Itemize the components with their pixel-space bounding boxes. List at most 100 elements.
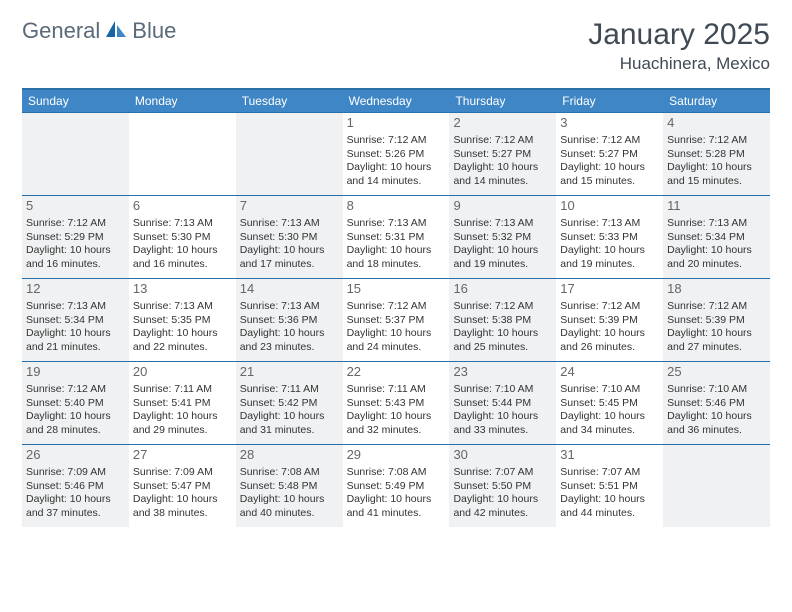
day-number: 18 bbox=[667, 281, 766, 298]
daylight-line: Daylight: 10 hours and 17 minutes. bbox=[240, 244, 339, 271]
day-cell: 6Sunrise: 7:13 AMSunset: 5:30 PMDaylight… bbox=[129, 196, 236, 278]
day-number: 19 bbox=[26, 364, 125, 381]
day-cell: 14Sunrise: 7:13 AMSunset: 5:36 PMDayligh… bbox=[236, 279, 343, 361]
sunset-line: Sunset: 5:51 PM bbox=[560, 480, 659, 494]
sunrise-line: Sunrise: 7:07 AM bbox=[453, 466, 552, 480]
sunrise-line: Sunrise: 7:08 AM bbox=[240, 466, 339, 480]
sunset-line: Sunset: 5:39 PM bbox=[667, 314, 766, 328]
dow-cell: Thursday bbox=[449, 90, 556, 112]
location: Huachinera, Mexico bbox=[588, 54, 770, 74]
sunrise-line: Sunrise: 7:13 AM bbox=[133, 300, 232, 314]
sunset-line: Sunset: 5:49 PM bbox=[347, 480, 446, 494]
day-cell: 9Sunrise: 7:13 AMSunset: 5:32 PMDaylight… bbox=[449, 196, 556, 278]
sunset-line: Sunset: 5:46 PM bbox=[26, 480, 125, 494]
sunrise-line: Sunrise: 7:12 AM bbox=[560, 134, 659, 148]
day-cell: 19Sunrise: 7:12 AMSunset: 5:40 PMDayligh… bbox=[22, 362, 129, 444]
day-number: 15 bbox=[347, 281, 446, 298]
day-number: 14 bbox=[240, 281, 339, 298]
sunset-line: Sunset: 5:47 PM bbox=[133, 480, 232, 494]
sunrise-line: Sunrise: 7:10 AM bbox=[667, 383, 766, 397]
daylight-line: Daylight: 10 hours and 18 minutes. bbox=[347, 244, 446, 271]
day-number: 3 bbox=[560, 115, 659, 132]
sunrise-line: Sunrise: 7:09 AM bbox=[133, 466, 232, 480]
sunrise-line: Sunrise: 7:13 AM bbox=[240, 300, 339, 314]
logo-text-general: General bbox=[22, 18, 100, 44]
week-row: 1Sunrise: 7:12 AMSunset: 5:26 PMDaylight… bbox=[22, 112, 770, 195]
sunset-line: Sunset: 5:36 PM bbox=[240, 314, 339, 328]
sunrise-line: Sunrise: 7:12 AM bbox=[347, 300, 446, 314]
dow-cell: Saturday bbox=[663, 90, 770, 112]
day-cell: 16Sunrise: 7:12 AMSunset: 5:38 PMDayligh… bbox=[449, 279, 556, 361]
day-number: 20 bbox=[133, 364, 232, 381]
daylight-line: Daylight: 10 hours and 41 minutes. bbox=[347, 493, 446, 520]
week-row: 19Sunrise: 7:12 AMSunset: 5:40 PMDayligh… bbox=[22, 361, 770, 444]
day-cell: 31 Sunrise: 7:07 AMSunset: 5:51 PMDayligh… bbox=[556, 445, 663, 527]
sunset-line: Sunset: 5:30 PM bbox=[240, 231, 339, 245]
sunset-line: Sunset: 5:35 PM bbox=[133, 314, 232, 328]
day-number: 26 bbox=[26, 447, 125, 464]
sunset-line: Sunset: 5:43 PM bbox=[347, 397, 446, 411]
sunrise-line: Sunrise: 7:10 AM bbox=[560, 383, 659, 397]
sunrise-line: Sunrise: 7:11 AM bbox=[133, 383, 232, 397]
daylight-line: Daylight: 10 hours and 42 minutes. bbox=[453, 493, 552, 520]
day-number: 29 bbox=[347, 447, 446, 464]
sunrise-line: Sunrise: 7:08 AM bbox=[347, 466, 446, 480]
dow-cell: Tuesday bbox=[236, 90, 343, 112]
logo: General Blue bbox=[22, 18, 176, 44]
sunset-line: Sunset: 5:31 PM bbox=[347, 231, 446, 245]
day-number: 25 bbox=[667, 364, 766, 381]
sunrise-line: Sunrise: 7:12 AM bbox=[560, 300, 659, 314]
sunset-line: Sunset: 5:41 PM bbox=[133, 397, 232, 411]
daylight-line: Daylight: 10 hours and 22 minutes. bbox=[133, 327, 232, 354]
daylight-line: Daylight: 10 hours and 44 minutes. bbox=[560, 493, 659, 520]
sunset-line: Sunset: 5:50 PM bbox=[453, 480, 552, 494]
day-cell: 13Sunrise: 7:13 AMSunset: 5:35 PMDayligh… bbox=[129, 279, 236, 361]
sunset-line: Sunset: 5:40 PM bbox=[26, 397, 125, 411]
daylight-line: Daylight: 10 hours and 21 minutes. bbox=[26, 327, 125, 354]
day-number: 10 bbox=[560, 198, 659, 215]
month-title: January 2025 bbox=[588, 18, 770, 52]
sunset-line: Sunset: 5:48 PM bbox=[240, 480, 339, 494]
daylight-line: Daylight: 10 hours and 32 minutes. bbox=[347, 410, 446, 437]
sunset-line: Sunset: 5:37 PM bbox=[347, 314, 446, 328]
day-cell: 24Sunrise: 7:10 AMSunset: 5:45 PMDayligh… bbox=[556, 362, 663, 444]
sunrise-line: Sunrise: 7:11 AM bbox=[347, 383, 446, 397]
logo-text-blue: Blue bbox=[132, 18, 176, 44]
day-cell: 21Sunrise: 7:11 AMSunset: 5:42 PMDayligh… bbox=[236, 362, 343, 444]
sunrise-line: Sunrise: 7:13 AM bbox=[26, 300, 125, 314]
day-cell: 8Sunrise: 7:13 AMSunset: 5:31 PMDaylight… bbox=[343, 196, 450, 278]
daylight-line: Daylight: 10 hours and 16 minutes. bbox=[26, 244, 125, 271]
sail-icon bbox=[104, 19, 128, 44]
daylight-line: Daylight: 10 hours and 29 minutes. bbox=[133, 410, 232, 437]
sunset-line: Sunset: 5:34 PM bbox=[26, 314, 125, 328]
sunset-line: Sunset: 5:45 PM bbox=[560, 397, 659, 411]
sunrise-line: Sunrise: 7:12 AM bbox=[453, 134, 552, 148]
daylight-line: Daylight: 10 hours and 19 minutes. bbox=[560, 244, 659, 271]
sunrise-line: Sunrise: 7:07 AM bbox=[560, 466, 659, 480]
dow-cell: Monday bbox=[129, 90, 236, 112]
day-number: 27 bbox=[133, 447, 232, 464]
daylight-line: Daylight: 10 hours and 15 minutes. bbox=[560, 161, 659, 188]
daylight-line: Daylight: 10 hours and 40 minutes. bbox=[240, 493, 339, 520]
sunset-line: Sunset: 5:46 PM bbox=[667, 397, 766, 411]
day-number: 9 bbox=[453, 198, 552, 215]
day-number: 22 bbox=[347, 364, 446, 381]
header: General Blue January 2025 Huachinera, Me… bbox=[22, 18, 770, 74]
day-number: 31 bbox=[560, 447, 659, 464]
day-number: 23 bbox=[453, 364, 552, 381]
sunrise-line: Sunrise: 7:09 AM bbox=[26, 466, 125, 480]
sunrise-line: Sunrise: 7:12 AM bbox=[667, 300, 766, 314]
day-cell: 2Sunrise: 7:12 AMSunset: 5:27 PMDaylight… bbox=[449, 113, 556, 195]
day-number: 17 bbox=[560, 281, 659, 298]
daylight-line: Daylight: 10 hours and 16 minutes. bbox=[133, 244, 232, 271]
sunrise-line: Sunrise: 7:13 AM bbox=[453, 217, 552, 231]
daylight-line: Daylight: 10 hours and 24 minutes. bbox=[347, 327, 446, 354]
day-cell bbox=[129, 113, 236, 195]
daylight-line: Daylight: 10 hours and 27 minutes. bbox=[667, 327, 766, 354]
day-number: 1 bbox=[347, 115, 446, 132]
day-number: 8 bbox=[347, 198, 446, 215]
daylight-line: Daylight: 10 hours and 31 minutes. bbox=[240, 410, 339, 437]
sunrise-line: Sunrise: 7:13 AM bbox=[240, 217, 339, 231]
day-cell: 25Sunrise: 7:10 AMSunset: 5:46 PMDayligh… bbox=[663, 362, 770, 444]
day-cell: 20 Sunrise: 7:11 AMSunset: 5:41 PMDayligh… bbox=[129, 362, 236, 444]
